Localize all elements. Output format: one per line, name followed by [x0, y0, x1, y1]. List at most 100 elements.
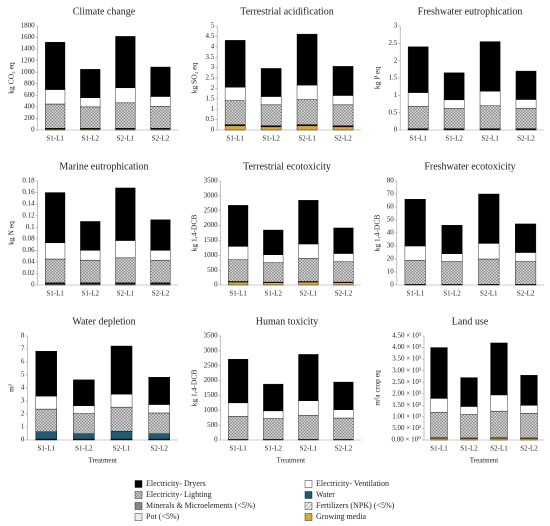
bar-segment — [298, 200, 319, 245]
y-axis-label: kg P eq — [373, 67, 382, 89]
bar-segment — [298, 281, 319, 286]
y-axis-label: kg CO₂ eq — [7, 62, 16, 94]
bar-segment — [407, 106, 429, 129]
bar-segment — [228, 281, 249, 286]
legend-label: Water — [316, 490, 335, 499]
legend-label: Electricity- Lighting — [146, 490, 212, 499]
bar-segment — [80, 259, 101, 283]
bar-segment — [441, 261, 463, 285]
chart-panel: Terrestrial acidification kg SO₂ eq 0 0.5 1 1… — [190, 6, 361, 143]
y-tick-label: 0.02 — [22, 269, 35, 277]
bar-segment — [73, 433, 95, 440]
chart-title: Freshwater ecotoxicity — [424, 161, 515, 172]
bar-segment — [515, 99, 537, 109]
y-tick-label: 0.1 — [26, 223, 35, 231]
bar-segment — [148, 404, 170, 414]
bar-segment — [430, 398, 448, 413]
bar-segment — [332, 95, 354, 106]
bar-segment — [296, 125, 318, 131]
x-tick-label: S2-L2 — [335, 445, 353, 453]
y-tick-label: 40 — [387, 229, 395, 237]
x-tick-label: S1-L2 — [443, 290, 461, 298]
x-tick-label: S1-L1 — [406, 290, 424, 298]
x-tick-label: S2-L2 — [152, 290, 170, 298]
chart-panel: Climate change kg CO₂ eq 0 200 400 600 800 1000… — [7, 6, 178, 143]
y-tick-label: 1200 — [21, 56, 36, 64]
y-tick-label: 0.5 — [205, 115, 214, 123]
bar-segment — [490, 410, 508, 438]
legend-label: Minerals & Microelements (<5%) — [146, 501, 255, 510]
bar-segment — [515, 252, 537, 262]
y-tick-label: 0 — [390, 281, 394, 289]
bar-segment — [150, 106, 171, 129]
bar-segment — [404, 198, 426, 247]
y-tick-label: 0.04 — [22, 257, 35, 265]
y-tick-label: 3.5 — [205, 53, 214, 61]
y-tick-label: 4.50 × 10³ — [392, 332, 421, 340]
bar-segment — [296, 84, 318, 100]
y-tick-label: 1500 — [204, 236, 219, 244]
x-tick-label: S1-L2 — [82, 290, 100, 298]
x-tick-label: S1-L1 — [229, 290, 247, 298]
bar-segment — [224, 100, 246, 125]
y-tick-label: 1 — [211, 105, 215, 113]
x-tick-label: S2-L2 — [335, 290, 353, 298]
bar-segment — [115, 240, 136, 259]
x-tick-label: S2-L1 — [480, 290, 498, 298]
y-tick-label: 3 — [21, 397, 25, 405]
bar-segment — [260, 126, 282, 131]
y-tick-label: 10 — [387, 268, 395, 276]
y-tick-label: 0 — [214, 436, 218, 444]
bar-segment — [490, 437, 508, 441]
x-tick-label: S2-L1 — [481, 135, 499, 143]
bar-segment — [333, 261, 354, 283]
bar-segment — [148, 433, 170, 440]
bar-segment — [478, 258, 500, 285]
bar-segment — [224, 125, 246, 131]
bar-segment — [150, 250, 171, 261]
y-tick-label: 2.50 × 10³ — [392, 378, 421, 386]
bar-segment — [441, 224, 463, 254]
y-tick-label: 4 — [21, 384, 25, 392]
chart-panel: Freshwater eutrophication kg P eq 0 0.5 1 1.5… — [373, 6, 544, 143]
chart-title: Climate change — [73, 6, 136, 17]
x-tick-label: S2-L2 — [152, 135, 170, 143]
chart-panel: Freshwater ecotoxicity kg 1,4-DCB 0 10 20 30 4… — [373, 161, 544, 298]
x-tick-label: S1-L1 — [37, 445, 55, 453]
bar-segment — [110, 406, 133, 432]
y-tick-label: 3000 — [204, 346, 219, 354]
y-tick-label: 400 — [24, 102, 35, 110]
bar-segment — [224, 40, 246, 88]
bar-segment — [80, 106, 101, 129]
y-tick-label: 2.5 — [205, 74, 214, 82]
bar-segment — [333, 417, 354, 440]
y-tick-label: 0.5 — [388, 108, 397, 116]
chart-panel: Land use m²a crop eq 0.00 × 10⁰ 5.00 × 10² 1… — [373, 316, 544, 465]
y-tick-label: 1.5 — [205, 94, 214, 102]
bar-segment — [35, 408, 57, 433]
y-tick-label: 1000 — [21, 68, 36, 76]
bar-segment — [228, 416, 249, 440]
legend-label: Growing media — [316, 512, 366, 521]
chart-title: Human toxicity — [256, 316, 319, 327]
bar-segment — [73, 379, 95, 407]
chart-title: Terrestrial ecotoxicity — [243, 161, 331, 172]
bar-segment — [515, 261, 537, 285]
y-tick-label: 2.5 — [388, 39, 397, 47]
bar-segment — [441, 253, 463, 262]
y-axis-label: m³ — [7, 383, 16, 392]
bar-segment — [45, 242, 66, 260]
bar-segment — [80, 250, 101, 261]
bar-segment — [263, 229, 284, 255]
bar-segment — [45, 258, 66, 283]
x-tick-label: S1-L1 — [46, 135, 64, 143]
y-tick-label: 500 — [207, 266, 218, 274]
bar-segment — [228, 358, 249, 404]
y-tick-label: 2500 — [204, 361, 219, 369]
y-tick-label: 2.00 × 10³ — [392, 389, 421, 397]
y-tick-label: 3.50 × 10³ — [392, 355, 421, 363]
bar-segment — [479, 90, 501, 106]
y-tick-label: 5 — [211, 22, 215, 30]
y-tick-label: 0.14 — [22, 200, 35, 208]
y-tick-label: 0.16 — [22, 188, 35, 196]
